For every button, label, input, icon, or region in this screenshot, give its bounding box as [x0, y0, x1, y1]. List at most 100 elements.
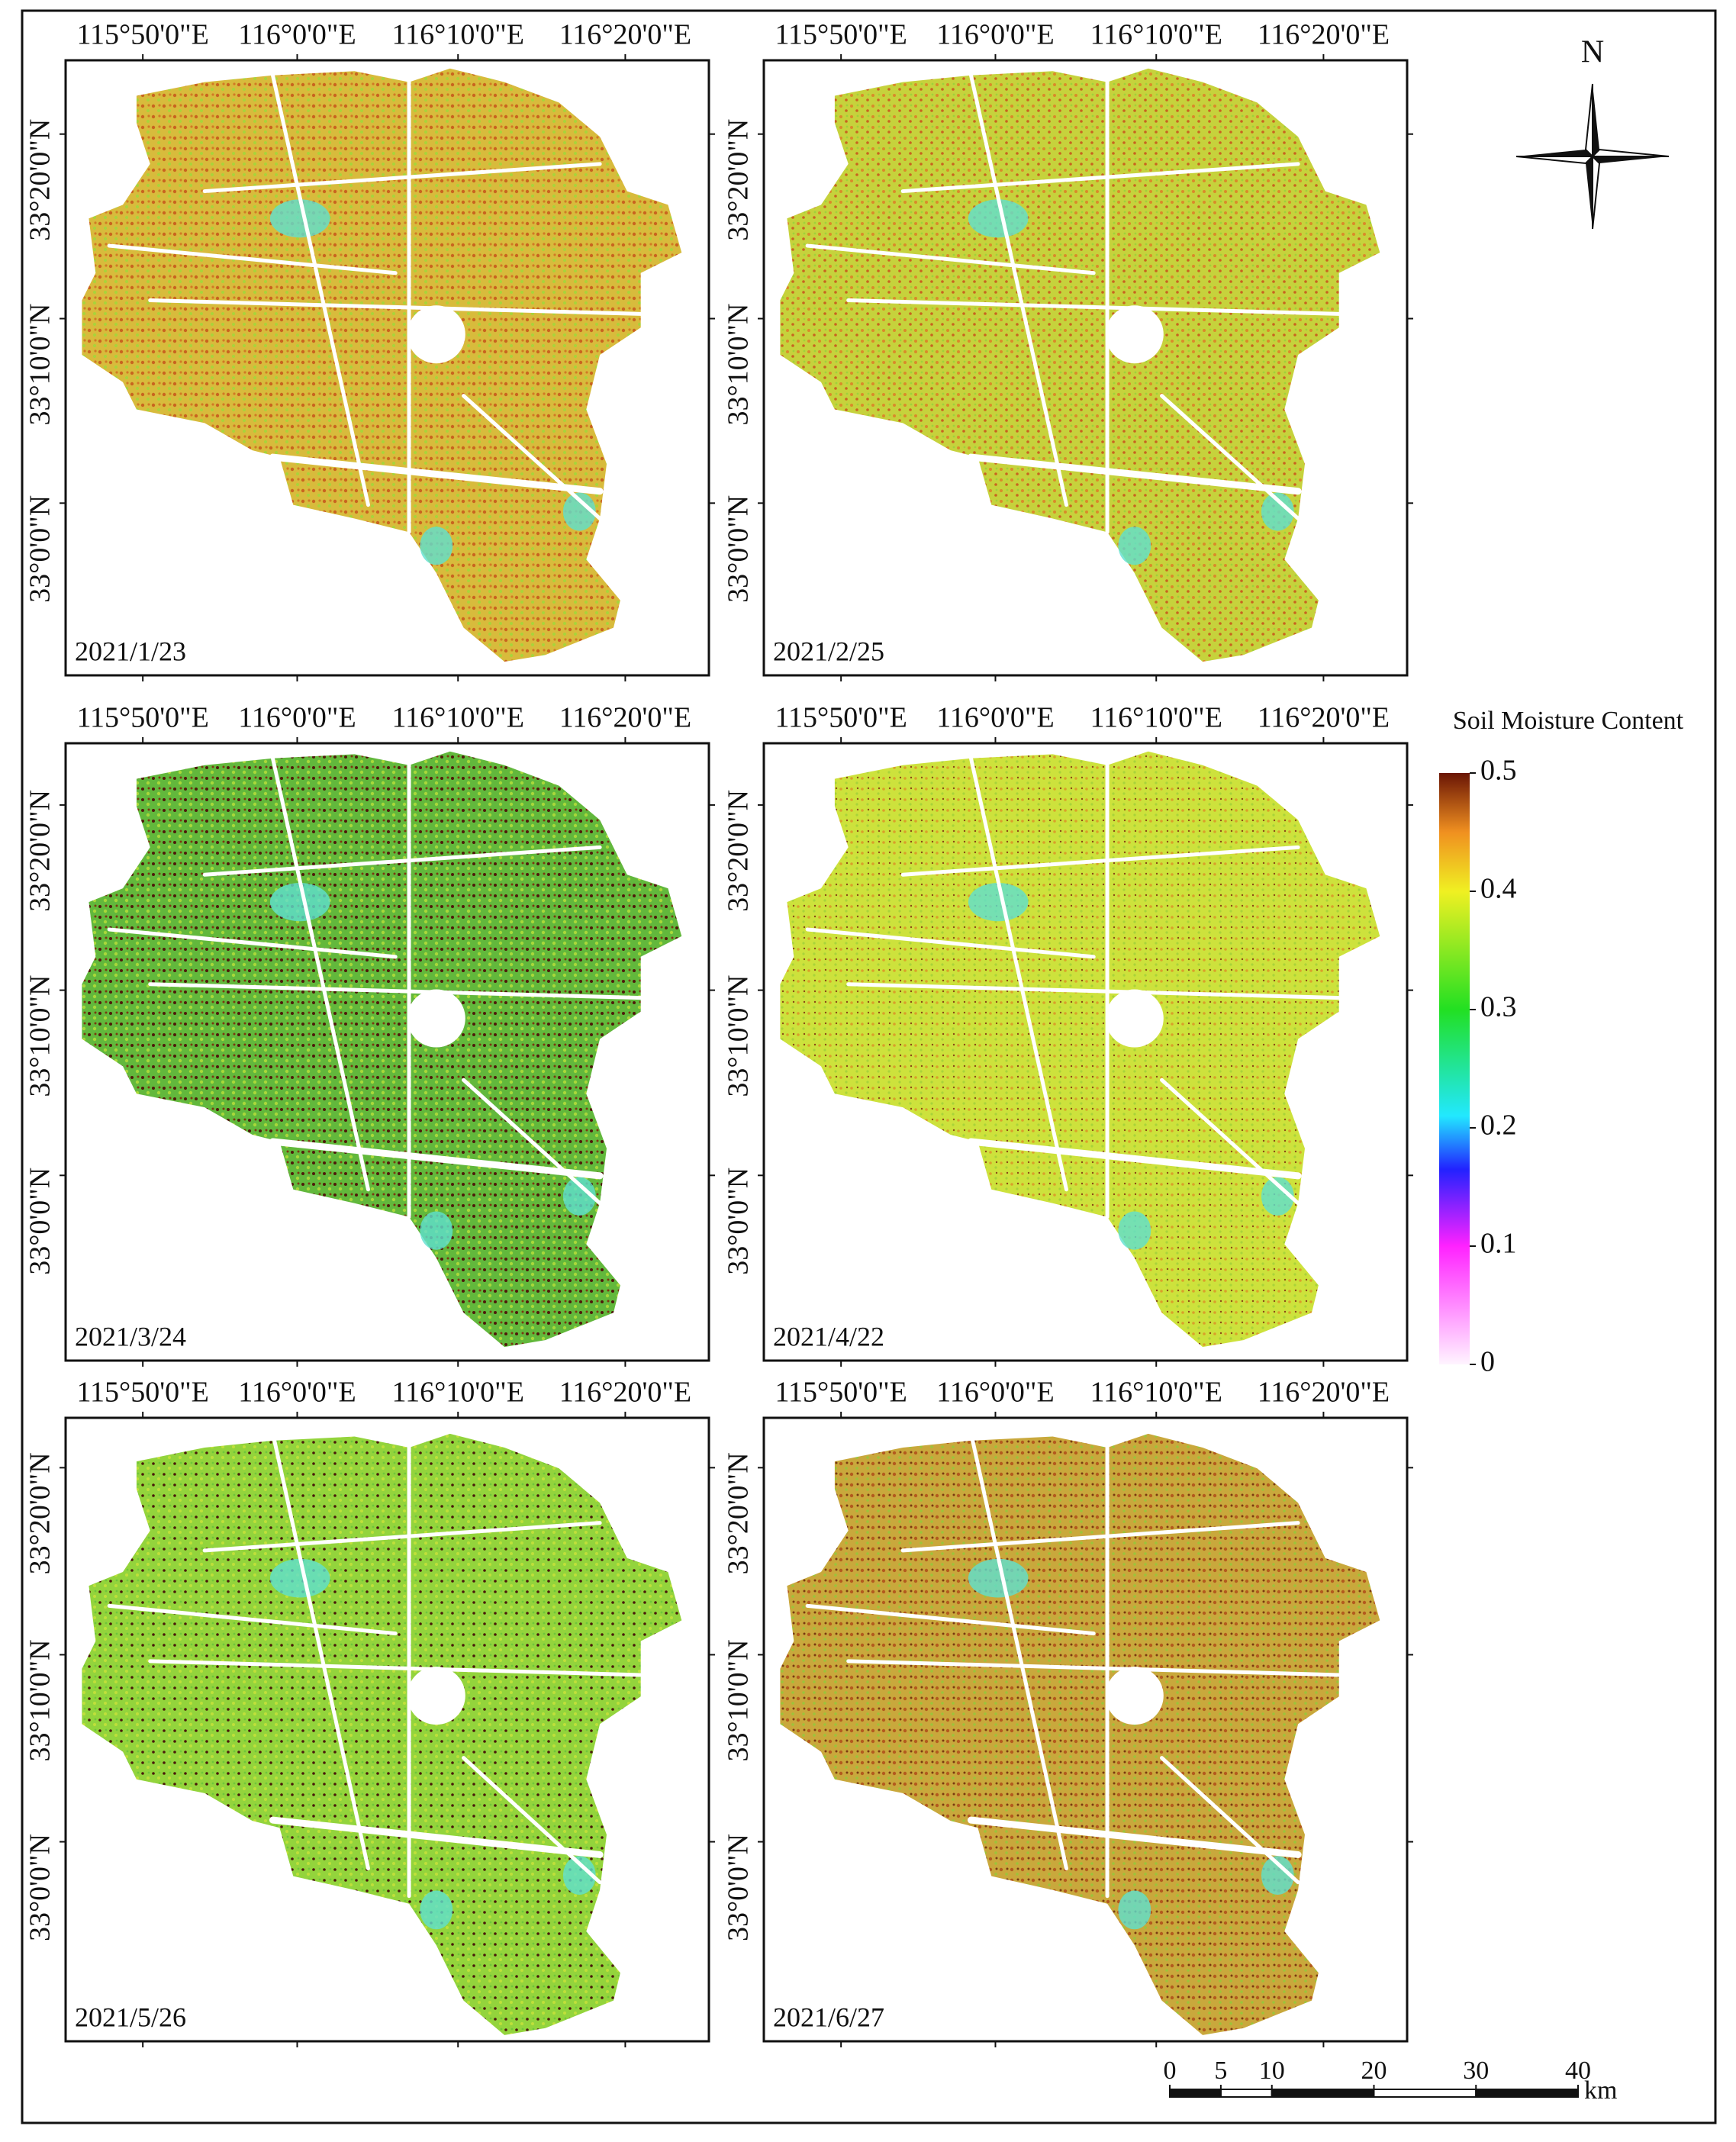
- map-panel: 115°50'0"E 116°0'0"E 116°10'0"E 116°20'0"E 3…: [723, 702, 1413, 1367]
- latitude-label: 33°10'0"N: [723, 1639, 755, 1761]
- road: [107, 927, 398, 959]
- date-label: 2021/6/27: [773, 2002, 884, 2032]
- north-label: N: [1581, 35, 1604, 70]
- water-patch: [968, 199, 1029, 238]
- date-label: 2021/3/24: [75, 1321, 186, 1351]
- water-patch: [1118, 1211, 1151, 1250]
- water-patch: [269, 199, 330, 238]
- road: [148, 982, 643, 1000]
- date-label: 2021/1/23: [75, 636, 186, 666]
- longitude-label: 116°10'0"E: [392, 702, 524, 734]
- county-area: [82, 751, 682, 1348]
- scale-unit: km: [1584, 2076, 1617, 2105]
- scale-segment: [1219, 2089, 1273, 2098]
- map-frame: [762, 59, 1409, 677]
- urban-area: [1105, 1667, 1164, 1725]
- scale-label: 0: [1164, 2057, 1177, 2085]
- date-label: 2021/2/25: [773, 636, 884, 666]
- latitude-label: 33°20'0"N: [24, 119, 56, 241]
- figure-border: [21, 9, 1717, 2124]
- latitude-label: 33°0'0"N: [723, 495, 755, 603]
- latitude-label: 33°0'0"N: [24, 495, 56, 603]
- road: [968, 756, 1068, 1192]
- road: [202, 162, 602, 194]
- water-patch: [420, 1211, 453, 1250]
- longitude-label: 116°20'0"E: [559, 702, 691, 734]
- longitude-label: 116°0'0"E: [936, 702, 1054, 734]
- scale-segment: [1373, 2089, 1477, 2098]
- scale-label: 40: [1565, 2057, 1591, 2085]
- map-panel: 115°50'0"E 116°0'0"E 116°10'0"E 116°20'0"E 3…: [24, 702, 715, 1367]
- longitude-label: 116°0'0"E: [936, 19, 1054, 51]
- urban-area: [1105, 305, 1164, 364]
- road: [805, 1603, 1096, 1636]
- road: [846, 1659, 1341, 1677]
- map-frame: [64, 1416, 710, 2043]
- road: [967, 1138, 1302, 1180]
- road: [270, 1431, 370, 1871]
- road: [270, 73, 370, 507]
- water-patch: [1118, 527, 1151, 565]
- road: [1160, 1077, 1300, 1206]
- water-patch: [1261, 1856, 1294, 1895]
- latitude-label: 33°20'0"N: [24, 1452, 56, 1574]
- latitude-label: 33°0'0"N: [24, 1834, 56, 1941]
- latitude-label: 33°20'0"N: [723, 119, 755, 241]
- road: [148, 1659, 643, 1677]
- road: [462, 394, 602, 520]
- longitude-label: 116°20'0"E: [559, 19, 691, 51]
- road: [107, 243, 398, 275]
- county-area: [780, 751, 1380, 1348]
- scale-label: 5: [1214, 2057, 1227, 2085]
- legend-tick-label: 0: [1480, 1346, 1495, 1378]
- legend-tick-label: 0.5: [1480, 755, 1517, 787]
- road: [107, 1603, 398, 1636]
- longitude-label: 115°50'0"E: [775, 19, 907, 51]
- legend-tick-label: 0.2: [1480, 1110, 1517, 1142]
- legend-title: Soil Moisture Content: [1453, 707, 1684, 735]
- north-arrow: [1515, 83, 1670, 230]
- longitude-label: 116°10'0"E: [392, 19, 524, 51]
- latitude-label: 33°0'0"N: [723, 1834, 755, 1941]
- scale-segment: [1271, 2089, 1375, 2098]
- road: [805, 927, 1096, 959]
- water-patch: [420, 527, 453, 565]
- map-frame: [64, 59, 710, 677]
- longitude-label: 115°50'0"E: [775, 1377, 907, 1409]
- urban-area: [407, 305, 465, 364]
- water-patch: [269, 1558, 330, 1598]
- date-label: 2021/4/22: [773, 1321, 884, 1351]
- color-ramp: [1439, 773, 1470, 1364]
- longitude-label: 116°20'0"E: [1258, 702, 1390, 734]
- latitude-label: 33°10'0"N: [723, 975, 755, 1097]
- county-area: [780, 68, 1380, 662]
- longitude-label: 116°10'0"E: [1090, 1377, 1222, 1409]
- water-patch: [269, 882, 330, 922]
- longitude-label: 116°10'0"E: [1090, 19, 1222, 51]
- map-frame: [64, 742, 710, 1362]
- latitude-label: 33°10'0"N: [723, 304, 755, 426]
- longitude-label: 115°50'0"E: [76, 19, 208, 51]
- road: [148, 298, 643, 316]
- road: [900, 845, 1300, 877]
- map-panel: 115°50'0"E 116°0'0"E 116°10'0"E 116°20'0"E 3…: [24, 1377, 715, 2047]
- road: [1160, 394, 1300, 520]
- county-area: [82, 68, 682, 662]
- longitude-label: 115°50'0"E: [775, 702, 907, 734]
- longitude-label: 115°50'0"E: [76, 1377, 208, 1409]
- date-label: 2021/5/26: [75, 2002, 186, 2032]
- scale-label: 30: [1463, 2057, 1489, 2085]
- map-panel: 115°50'0"E 116°0'0"E 116°10'0"E 116°20'0"E 3…: [723, 1377, 1413, 2047]
- road: [269, 453, 604, 495]
- road: [805, 243, 1096, 275]
- road: [269, 1138, 604, 1180]
- longitude-label: 115°50'0"E: [76, 702, 208, 734]
- water-patch: [562, 492, 596, 531]
- road: [462, 1756, 602, 1885]
- longitude-label: 116°0'0"E: [238, 1377, 356, 1409]
- longitude-label: 116°0'0"E: [238, 702, 356, 734]
- longitude-label: 116°20'0"E: [1258, 19, 1390, 51]
- latitude-label: 33°10'0"N: [24, 975, 56, 1097]
- water-patch: [968, 882, 1029, 922]
